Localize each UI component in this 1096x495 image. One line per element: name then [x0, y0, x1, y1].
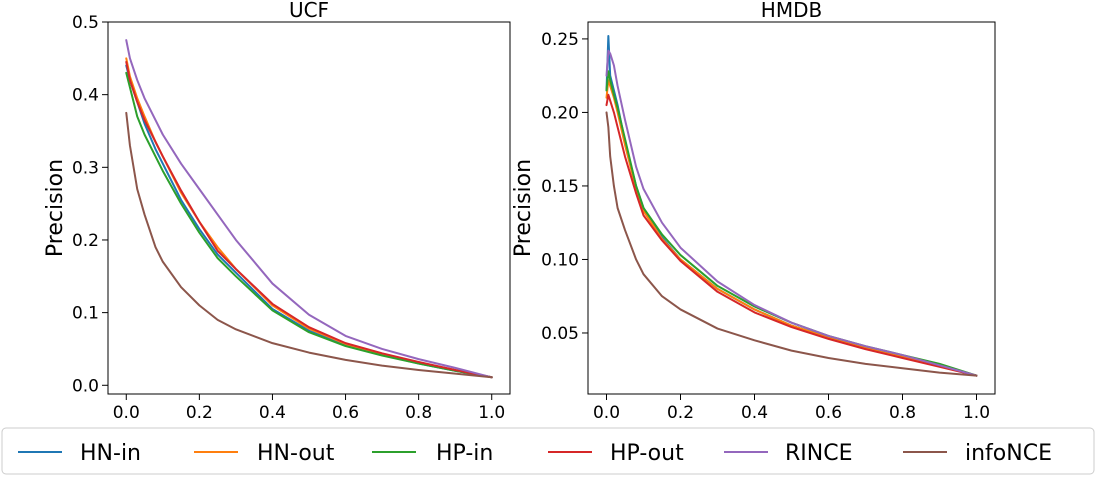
- legend-label-hp-in: HP-in: [436, 441, 493, 466]
- ucf-y-tick-label: 0.3: [72, 158, 99, 178]
- ucf-y-tick-label: 0.1: [72, 304, 99, 324]
- hmdb-series-line-hn-out: [605, 79, 978, 377]
- ucf-y-tick-label: 0.0: [72, 376, 99, 396]
- legend-label-infonce: infoNCE: [965, 441, 1052, 466]
- hmdb-x-tick-label: 0.0: [593, 403, 620, 423]
- ucf-panel: 0.00.20.40.60.81.00.00.10.20.30.40.5UCFR…: [43, 0, 511, 451]
- ucf-plot-frame: [107, 21, 511, 395]
- ucf-series-line-hn-out: [125, 57, 493, 379]
- legend-item-infonce: infoNCE: [903, 441, 1052, 466]
- ucf-x-tick-label: 0.8: [405, 403, 432, 423]
- hmdb-chart-title: HMDB: [761, 0, 822, 22]
- hmdb-y-tick-label: 0.20: [541, 103, 579, 123]
- ucf-x-tick-label: 0.2: [186, 403, 213, 423]
- hmdb-plot-frame: [587, 21, 996, 395]
- ucf-chart-title: UCF: [289, 0, 329, 22]
- hmdb-y-tick-label: 0.15: [541, 177, 579, 197]
- ucf-x-tick-label: 0.0: [113, 403, 140, 423]
- legend-label-hn-in: HN-in: [80, 441, 141, 466]
- hmdb-y-tick-label: 0.10: [541, 250, 579, 270]
- legend-label-rince: RINCE: [785, 441, 853, 466]
- hmdb-series-line-hp-out: [605, 93, 978, 377]
- ucf-y-tick-label: 0.2: [72, 231, 99, 251]
- ucf-series-line-hp-out: [125, 60, 493, 379]
- legend: HN-in HN-out HP-in HP-out RINCE infoNCE: [1, 427, 1095, 475]
- legend-item-hn-in: HN-in: [18, 441, 141, 466]
- hmdb-y-tick-label: 0.25: [541, 30, 579, 50]
- hmdb-x-tick-label: 0.8: [889, 403, 916, 423]
- hmdb-panel: 0.0 0.2 0.4 0.6 0.8 1.0 0.05 0.10 0.15 0.20 0.25 HM…: [511, 0, 996, 451]
- ucf-x-tick-label: 1.0: [478, 403, 505, 423]
- hmdb-x-tick-label: 1.0: [963, 403, 990, 423]
- ucf-x-tick-label: 0.6: [332, 403, 359, 423]
- hmdb-y-axis-label: Precision: [511, 159, 536, 257]
- ucf-x-tick-label: 0.4: [259, 403, 286, 423]
- ucf-y-tick-label: 0.5: [72, 13, 99, 33]
- ucf-series-line-hp-in: [125, 71, 493, 379]
- hmdb-x-tick-label: 0.6: [815, 403, 842, 423]
- hmdb-y-tick-label: 0.05: [541, 324, 579, 344]
- hmdb-x-tick-label: 0.2: [667, 403, 694, 423]
- legend-label-hp-out: HP-out: [610, 441, 684, 466]
- legend-label-hn-out: HN-out: [257, 441, 335, 466]
- ucf-series-line-infonce: [125, 111, 493, 379]
- ucf-y-axis-label: Precision: [43, 159, 68, 257]
- legend-item-hn-out: HN-out: [194, 441, 335, 466]
- hmdb-x-tick-label: 0.4: [741, 403, 768, 423]
- ucf-series-line-hn-in: [125, 64, 493, 379]
- hmdb-series-group: [605, 34, 978, 377]
- hmdb-series-line-rince: [605, 49, 978, 377]
- legend-item-rince: RINCE: [724, 441, 853, 466]
- ucf-y-tick-label: 0.4: [72, 86, 99, 106]
- legend-item-hp-in: HP-in: [372, 441, 493, 466]
- ucf-series-group: [125, 39, 493, 379]
- ucf-series-line-rince: [125, 39, 493, 379]
- hmdb-series-line-infonce: [605, 111, 978, 377]
- legend-item-hp-out: HP-out: [548, 441, 684, 466]
